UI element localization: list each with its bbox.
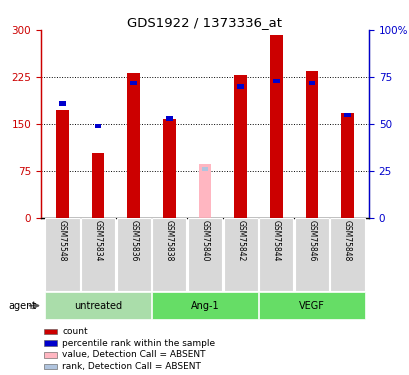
Bar — [201, 167, 208, 171]
Bar — [237, 84, 243, 89]
Bar — [330, 217, 364, 291]
Text: agent: agent — [9, 301, 37, 310]
Text: GSM75848: GSM75848 — [342, 220, 351, 262]
Bar — [81, 217, 115, 291]
Bar — [44, 364, 57, 369]
Bar — [166, 116, 172, 121]
Text: GSM75846: GSM75846 — [307, 220, 316, 262]
Text: percentile rank within the sample: percentile rank within the sample — [62, 339, 215, 348]
Bar — [94, 124, 101, 128]
Bar — [343, 112, 350, 117]
Text: GSM75842: GSM75842 — [236, 220, 245, 262]
Bar — [234, 75, 246, 217]
Bar — [308, 81, 315, 85]
Bar — [272, 79, 279, 83]
Bar — [294, 217, 328, 291]
Bar — [163, 119, 175, 218]
Bar — [258, 217, 293, 291]
Text: GSM75834: GSM75834 — [93, 220, 102, 262]
Bar — [270, 35, 282, 218]
Text: GSM75548: GSM75548 — [58, 220, 67, 262]
Bar — [152, 292, 257, 319]
Text: value, Detection Call = ABSENT: value, Detection Call = ABSENT — [62, 350, 205, 359]
Text: rank, Detection Call = ABSENT: rank, Detection Call = ABSENT — [62, 362, 201, 371]
Text: count: count — [62, 327, 88, 336]
Bar — [116, 217, 151, 291]
Text: GSM75844: GSM75844 — [271, 220, 280, 262]
Bar — [92, 153, 104, 218]
Bar — [45, 292, 151, 319]
Bar — [44, 328, 57, 334]
Bar — [187, 217, 222, 291]
Text: GSM75836: GSM75836 — [129, 220, 138, 262]
Bar — [305, 71, 317, 217]
Text: Ang-1: Ang-1 — [190, 301, 219, 310]
Bar — [44, 340, 57, 346]
Bar — [56, 110, 68, 218]
Bar — [130, 81, 137, 85]
Text: untreated: untreated — [74, 301, 122, 310]
Bar — [127, 72, 139, 217]
Bar — [152, 217, 186, 291]
Bar — [258, 292, 364, 319]
Bar — [198, 164, 211, 218]
Text: GSM75838: GSM75838 — [164, 220, 173, 262]
Text: VEGF: VEGF — [298, 301, 324, 310]
Bar — [223, 217, 257, 291]
Bar — [44, 352, 57, 358]
Bar — [45, 217, 79, 291]
Bar — [59, 101, 66, 106]
Title: GDS1922 / 1373336_at: GDS1922 / 1373336_at — [127, 16, 282, 29]
Bar — [341, 113, 353, 218]
Text: GSM75840: GSM75840 — [200, 220, 209, 262]
